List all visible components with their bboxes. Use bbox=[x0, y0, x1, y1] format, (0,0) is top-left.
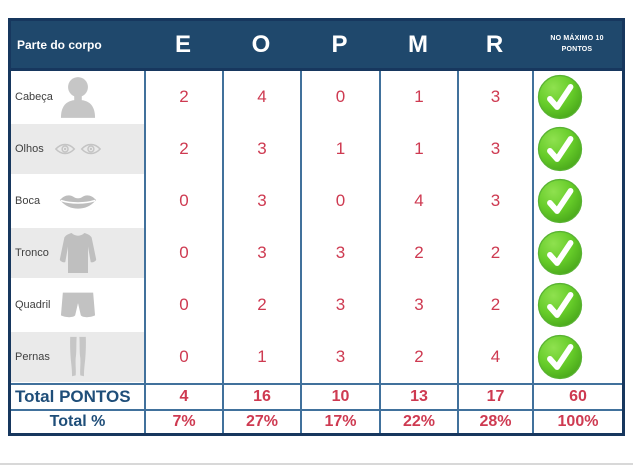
score-cell[interactable]: 0 bbox=[144, 175, 222, 227]
max-points-note-line2: PONTOS bbox=[561, 45, 593, 53]
part-label: Tronco bbox=[15, 247, 49, 259]
score-cell[interactable]: 2 bbox=[457, 279, 532, 331]
status-cell[interactable] bbox=[532, 71, 622, 123]
part-label: Boca bbox=[15, 195, 41, 207]
legs-icon bbox=[67, 335, 89, 379]
percent-o[interactable]: 27% bbox=[222, 411, 300, 433]
window-divider-line bbox=[0, 463, 633, 465]
part-label: Pernas bbox=[15, 351, 50, 363]
score-cell[interactable]: 4 bbox=[457, 331, 532, 383]
totals-row: Total PONTOS 4 16 10 13 17 60 bbox=[11, 383, 622, 409]
column-header-r: R bbox=[485, 30, 504, 58]
score-cell[interactable]: 2 bbox=[379, 227, 457, 279]
percents-row: Total % 7% 27% 17% 22% 28% 100% bbox=[11, 409, 622, 433]
table-row: Olhos 2 3 1 1 3 bbox=[11, 123, 622, 175]
green-check-icon bbox=[537, 74, 583, 120]
score-cell[interactable]: 0 bbox=[144, 227, 222, 279]
column-header-m: M bbox=[408, 30, 428, 58]
part-label: Quadril bbox=[15, 299, 51, 311]
score-cell[interactable]: 3 bbox=[222, 175, 300, 227]
score-cell[interactable]: 2 bbox=[379, 331, 457, 383]
part-label-cell[interactable]: Olhos bbox=[11, 123, 144, 175]
score-cell[interactable]: 4 bbox=[379, 175, 457, 227]
table-row: Boca 0 3 0 4 3 bbox=[11, 175, 622, 227]
part-label-cell[interactable]: Cabeça bbox=[11, 71, 144, 123]
part-label: Cabeça bbox=[15, 91, 53, 103]
score-cell[interactable]: 2 bbox=[457, 227, 532, 279]
score-cell[interactable]: 3 bbox=[222, 227, 300, 279]
max-points-note-line1: NO MÁXIMO 10 bbox=[550, 35, 604, 42]
green-check-icon bbox=[537, 178, 583, 224]
percents-label: Total % bbox=[49, 413, 106, 430]
body-part-score-table: Parte do corpo E O P M R NO MÁXIMO 10 PO… bbox=[8, 18, 625, 436]
total-score-e[interactable]: 4 bbox=[144, 385, 222, 409]
total-score-o[interactable]: 16 bbox=[222, 385, 300, 409]
score-cell[interactable]: 2 bbox=[144, 71, 222, 123]
green-check-icon bbox=[537, 230, 583, 276]
score-cell[interactable]: 1 bbox=[300, 123, 379, 175]
green-check-icon bbox=[537, 282, 583, 328]
grand-total-score[interactable]: 60 bbox=[532, 385, 622, 409]
status-cell[interactable] bbox=[532, 175, 622, 227]
status-cell[interactable] bbox=[532, 331, 622, 383]
percent-e[interactable]: 7% bbox=[144, 411, 222, 433]
score-cell[interactable]: 1 bbox=[379, 71, 457, 123]
part-label-cell[interactable]: Pernas bbox=[11, 331, 144, 383]
score-cell[interactable]: 1 bbox=[222, 331, 300, 383]
score-cell[interactable]: 3 bbox=[300, 227, 379, 279]
shorts-icon bbox=[60, 292, 96, 319]
totals-label: Total PONTOS bbox=[15, 387, 131, 406]
total-score-m[interactable]: 13 bbox=[379, 385, 457, 409]
table-row: Pernas 0 1 3 2 4 bbox=[11, 331, 622, 383]
score-cell[interactable]: 3 bbox=[222, 123, 300, 175]
percent-p[interactable]: 17% bbox=[300, 411, 379, 433]
head-silhouette-icon bbox=[60, 76, 96, 118]
column-header-e: E bbox=[174, 30, 191, 58]
score-cell[interactable]: 1 bbox=[379, 123, 457, 175]
status-cell[interactable] bbox=[532, 123, 622, 175]
score-cell[interactable]: 3 bbox=[300, 279, 379, 331]
percent-r[interactable]: 28% bbox=[457, 411, 532, 433]
status-cell[interactable] bbox=[532, 279, 622, 331]
eyes-icon bbox=[54, 141, 102, 158]
part-label-cell[interactable]: Tronco bbox=[11, 227, 144, 279]
total-score-p[interactable]: 10 bbox=[300, 385, 379, 409]
table-body: Cabeça 2 4 0 1 3 Olhos 2 3 1 1 3 Boca 0 3 0 4 3 Tronco 0 3 3 2… bbox=[11, 71, 622, 383]
grand-total-percent[interactable]: 100% bbox=[532, 411, 622, 433]
score-cell[interactable]: 0 bbox=[144, 279, 222, 331]
part-label-cell[interactable]: Boca bbox=[11, 175, 144, 227]
score-cell[interactable]: 2 bbox=[222, 279, 300, 331]
table-row: Quadril 0 2 3 3 2 bbox=[11, 279, 622, 331]
score-cell[interactable]: 2 bbox=[144, 123, 222, 175]
total-score-r[interactable]: 17 bbox=[457, 385, 532, 409]
torso-icon bbox=[58, 231, 98, 276]
lips-icon bbox=[58, 192, 98, 210]
part-label: Olhos bbox=[15, 143, 44, 155]
score-cell[interactable]: 0 bbox=[300, 175, 379, 227]
table-row: Tronco 0 3 3 2 2 bbox=[11, 227, 622, 279]
score-cell[interactable]: 3 bbox=[379, 279, 457, 331]
column-header-o: O bbox=[251, 30, 271, 58]
part-label-cell[interactable]: Quadril bbox=[11, 279, 144, 331]
score-cell[interactable]: 3 bbox=[457, 175, 532, 227]
header-row: Parte do corpo E O P M R NO MÁXIMO 10 PO… bbox=[11, 21, 622, 71]
table-row: Cabeça 2 4 0 1 3 bbox=[11, 71, 622, 123]
green-check-icon bbox=[537, 334, 583, 380]
status-cell[interactable] bbox=[532, 227, 622, 279]
score-cell[interactable]: 3 bbox=[457, 123, 532, 175]
percent-m[interactable]: 22% bbox=[379, 411, 457, 433]
score-cell[interactable]: 3 bbox=[300, 331, 379, 383]
green-check-icon bbox=[537, 126, 583, 172]
score-cell[interactable]: 0 bbox=[300, 71, 379, 123]
column-header-p: P bbox=[331, 30, 348, 58]
column-header-part: Parte do corpo bbox=[17, 37, 102, 52]
score-cell[interactable]: 0 bbox=[144, 331, 222, 383]
score-cell[interactable]: 4 bbox=[222, 71, 300, 123]
column-header-max-points: NO MÁXIMO 10 PONTOS bbox=[532, 21, 622, 68]
score-cell[interactable]: 3 bbox=[457, 71, 532, 123]
